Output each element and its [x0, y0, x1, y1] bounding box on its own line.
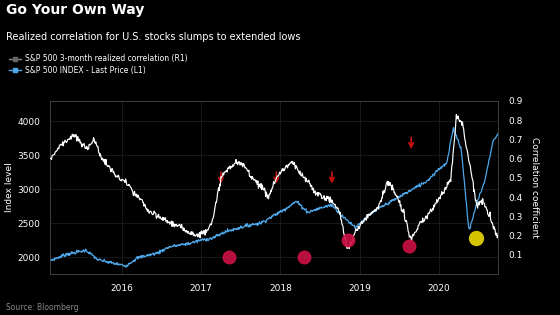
Legend: S&P 500 3-month realized correlation (R1), S&P 500 INDEX - Last Price (L1): S&P 500 3-month realized correlation (R1… [10, 54, 188, 75]
Y-axis label: Correlation coefficient: Correlation coefficient [530, 137, 539, 238]
Y-axis label: Index level: Index level [4, 163, 13, 212]
Text: Source: Bloomberg: Source: Bloomberg [6, 303, 78, 312]
Text: Go Your Own Way: Go Your Own Way [6, 3, 144, 17]
Text: Realized correlation for U.S. stocks slumps to extended lows: Realized correlation for U.S. stocks slu… [6, 32, 300, 42]
